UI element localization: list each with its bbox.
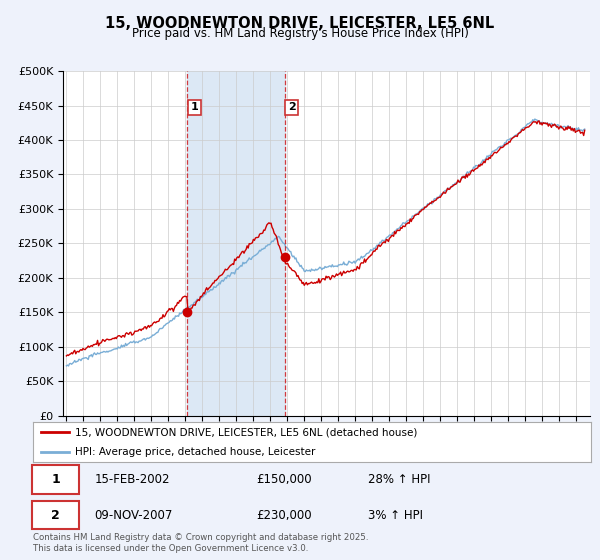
Text: 09-NOV-2007: 09-NOV-2007 xyxy=(94,508,173,521)
Text: 2: 2 xyxy=(288,102,296,113)
Text: 15, WOODNEWTON DRIVE, LEICESTER, LE5 6NL (detached house): 15, WOODNEWTON DRIVE, LEICESTER, LE5 6NL… xyxy=(75,427,417,437)
Text: 15-FEB-2002: 15-FEB-2002 xyxy=(94,473,170,486)
FancyBboxPatch shape xyxy=(32,501,79,529)
Text: 15, WOODNEWTON DRIVE, LEICESTER, LE5 6NL: 15, WOODNEWTON DRIVE, LEICESTER, LE5 6NL xyxy=(106,16,494,31)
Text: Price paid vs. HM Land Registry's House Price Index (HPI): Price paid vs. HM Land Registry's House … xyxy=(131,27,469,40)
Text: Contains HM Land Registry data © Crown copyright and database right 2025.
This d: Contains HM Land Registry data © Crown c… xyxy=(33,533,368,553)
Text: 1: 1 xyxy=(190,102,198,113)
Bar xyxy=(187,71,285,416)
Text: 3% ↑ HPI: 3% ↑ HPI xyxy=(368,508,423,521)
Text: 28% ↑ HPI: 28% ↑ HPI xyxy=(368,473,430,486)
Text: 1: 1 xyxy=(51,473,60,486)
Text: 2: 2 xyxy=(51,508,60,521)
Text: £150,000: £150,000 xyxy=(256,473,312,486)
Text: HPI: Average price, detached house, Leicester: HPI: Average price, detached house, Leic… xyxy=(75,446,315,456)
FancyBboxPatch shape xyxy=(32,465,79,494)
Text: £230,000: £230,000 xyxy=(256,508,312,521)
